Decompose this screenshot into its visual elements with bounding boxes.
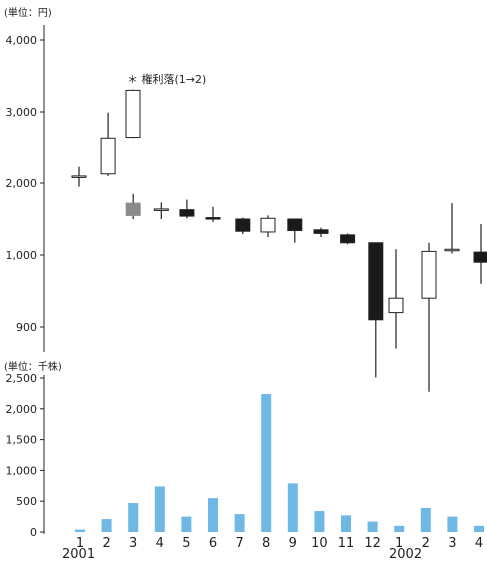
volume-tick-label: 1,500	[6, 434, 38, 447]
x-tick-label: 4	[475, 536, 483, 551]
candle-body	[388, 297, 404, 314]
price-tick-label: 1,000	[6, 249, 38, 262]
volume-bar	[154, 486, 165, 532]
candle	[287, 218, 303, 243]
volume-bar	[367, 521, 378, 532]
candle	[125, 193, 141, 219]
volume-tick-label: 1,000	[6, 464, 38, 477]
candle-body	[179, 209, 195, 217]
candle	[100, 112, 116, 176]
x-tick-label: 4	[156, 536, 164, 551]
volume-tick-label: 2,000	[6, 403, 38, 416]
volume-bar	[287, 483, 298, 532]
x-axis-labels: 1 2 3 4 5 6 7 8 9 10 11 12 1 2 3 4	[76, 536, 483, 551]
x-tick-label: 3	[448, 536, 456, 551]
x-tick-label: 12	[364, 536, 381, 551]
candle	[125, 89, 141, 139]
x-tick-label: 11	[338, 536, 355, 551]
x-tick-label: 2	[102, 536, 110, 551]
candle-body	[287, 218, 303, 232]
candle-body	[473, 251, 487, 263]
candle	[71, 166, 87, 187]
year-label-2002: 2002	[389, 547, 422, 562]
candle	[153, 202, 169, 219]
x-tick-label: 6	[209, 536, 217, 551]
candlestick-series	[71, 89, 487, 392]
candle-body	[260, 217, 276, 233]
volume-bar	[234, 514, 245, 532]
volume-bar	[128, 503, 139, 532]
x-tick-label: 10	[311, 536, 328, 551]
price-tick-label: 2,000	[6, 177, 38, 190]
volume-bar	[101, 519, 112, 532]
volume-bar	[75, 529, 85, 532]
price-tick-label: 4,000	[6, 34, 38, 47]
volume-tick-label: 2,500	[6, 372, 38, 385]
candle-body	[153, 208, 169, 211]
rights-annotation: ＊ 権利落(1→2)	[127, 72, 206, 86]
candle	[473, 224, 487, 284]
candle-body	[100, 137, 116, 175]
candle	[235, 217, 251, 235]
candle	[444, 203, 460, 254]
candle-body	[368, 242, 384, 321]
candle-body	[235, 218, 251, 232]
x-tick-label: 8	[262, 536, 270, 551]
candle	[205, 206, 221, 222]
candle	[340, 233, 356, 245]
candle	[179, 199, 195, 219]
candle	[421, 242, 437, 392]
x-tick-label: 1	[395, 536, 403, 551]
candle-body	[313, 229, 329, 234]
volume-tick-label: 500	[16, 495, 37, 508]
year-label-2001: 2001	[62, 547, 95, 562]
volume-bar	[447, 516, 458, 532]
candle	[388, 249, 404, 349]
candle-body	[125, 89, 141, 139]
price-y-ticks: 900 1,000 2,000 3,000 4,000	[6, 34, 44, 334]
volume-bar-series	[75, 394, 484, 532]
candle-body	[421, 250, 437, 299]
candle-body	[205, 217, 221, 220]
candle	[368, 242, 384, 378]
x-tick-label: 3	[129, 536, 137, 551]
candle-body	[340, 234, 356, 244]
x-tick-label: 1	[76, 536, 84, 551]
candle-body	[71, 175, 87, 178]
candle	[313, 227, 329, 237]
x-tick-label: 5	[182, 536, 190, 551]
x-tick-label: 7	[235, 536, 243, 551]
volume-bar	[181, 516, 192, 532]
volume-y-ticks: 0 500 1,000 1,500 2,000 2,500	[6, 372, 44, 539]
price-tick-label: 900	[16, 321, 37, 334]
volume-bar	[474, 525, 484, 532]
price-unit-label: (単位：円)	[4, 6, 52, 19]
price-tick-label: 3,000	[6, 106, 38, 119]
volume-bar	[261, 394, 272, 532]
volume-bar	[208, 498, 218, 532]
volume-tick-label: 0	[30, 526, 37, 539]
volume-bar	[341, 515, 351, 532]
volume-bar	[420, 507, 431, 532]
volume-bar	[314, 511, 325, 532]
candle-body	[444, 248, 460, 252]
volume-bar	[394, 525, 405, 532]
x-tick-label: 2	[422, 536, 430, 551]
volume-unit-label: (単位：千株)	[4, 360, 62, 373]
x-tick-label: 9	[289, 536, 297, 551]
candle	[260, 215, 276, 237]
candle-body	[125, 202, 141, 216]
